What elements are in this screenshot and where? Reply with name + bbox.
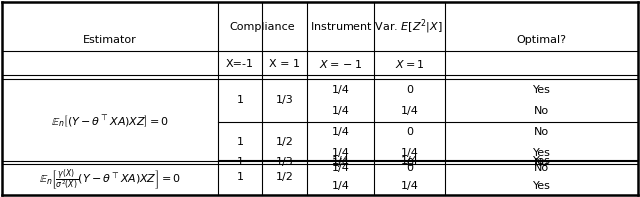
Text: $X = -1$: $X = -1$ (319, 58, 362, 70)
Text: Yes: Yes (532, 85, 550, 95)
Text: Optimal?: Optimal? (516, 35, 566, 45)
Text: 1/4: 1/4 (401, 156, 419, 166)
Text: 1: 1 (237, 138, 243, 147)
Text: 1: 1 (237, 157, 243, 167)
Text: 0: 0 (406, 127, 413, 137)
Text: No: No (534, 106, 549, 116)
Text: 1/4: 1/4 (332, 85, 349, 95)
Text: 1/4: 1/4 (401, 148, 419, 158)
Text: X=-1: X=-1 (226, 59, 254, 69)
Text: No: No (534, 164, 549, 173)
Text: 1/2: 1/2 (276, 172, 294, 182)
Text: 1/4: 1/4 (332, 106, 349, 116)
Text: 1: 1 (237, 172, 243, 182)
Text: 1/4: 1/4 (332, 158, 349, 168)
Text: 1: 1 (237, 96, 243, 105)
Text: 1/4: 1/4 (332, 127, 349, 137)
Text: Instrument Var. $E[Z^2|X]$: Instrument Var. $E[Z^2|X]$ (310, 17, 442, 36)
Text: $X = 1$: $X = 1$ (395, 58, 424, 70)
Text: 1/3: 1/3 (276, 96, 294, 105)
Text: 1/4: 1/4 (332, 148, 349, 158)
Text: 1/4: 1/4 (401, 181, 419, 191)
Text: 1/3: 1/3 (276, 157, 294, 167)
Text: No: No (534, 158, 549, 168)
Text: No: No (534, 127, 549, 137)
Text: 0: 0 (406, 85, 413, 95)
Text: 1/4: 1/4 (332, 181, 349, 191)
Text: 1/4: 1/4 (401, 106, 419, 116)
Text: Yes: Yes (532, 156, 550, 166)
Text: $\mathbb{E}_n\left[(Y - \theta^\top X A)X Z\right] = 0$: $\mathbb{E}_n\left[(Y - \theta^\top X A)… (51, 113, 169, 129)
Text: 0: 0 (406, 164, 413, 173)
Text: Yes: Yes (532, 181, 550, 191)
Text: Estimator: Estimator (83, 35, 136, 45)
Text: Compliance: Compliance (230, 22, 295, 32)
Text: 1/2: 1/2 (276, 138, 294, 147)
Text: 1/4: 1/4 (332, 156, 349, 166)
Text: 1/4: 1/4 (332, 164, 349, 173)
Text: Yes: Yes (532, 148, 550, 158)
Text: $\mathbb{E}_n\left[\frac{\gamma(X)}{\sigma^2(X)}(Y - \theta^\top X A)X Z\right] : $\mathbb{E}_n\left[\frac{\gamma(X)}{\sig… (39, 167, 180, 192)
Text: 0: 0 (406, 158, 413, 168)
Text: X = 1: X = 1 (269, 59, 300, 69)
